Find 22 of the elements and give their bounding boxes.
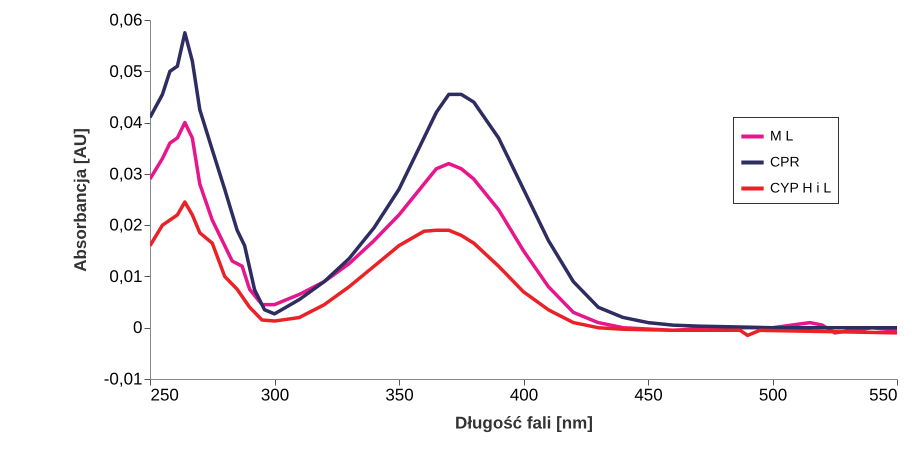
y-tick-label: 0,01 [109,266,142,286]
y-axis-title: Absorbancja [AU] [70,128,90,272]
x-axis-title: Długość fali [nm] [455,414,593,432]
x-tick-label: 450 [634,386,663,404]
y-tick-label: 0,02 [109,216,142,235]
x-tick-label: 300 [260,386,290,404]
line-series [150,200,897,338]
y-tick-label: 0,04 [109,113,142,132]
x-tick-label: 400 [510,386,538,404]
legend-label: CPR [770,154,800,170]
legend-label: CYP H i L [770,180,832,196]
y-tick-label: 0,06 [109,10,142,30]
y-tick-label: 0 [133,318,142,338]
y-tick-label: -0,01 [104,370,142,388]
y-tick-label: 0,03 [109,164,142,184]
y-tick-label: 0,05 [109,62,142,81]
line-series [150,31,897,330]
x-tick-label: 350 [385,386,414,404]
x-tick-label: 250 [150,386,179,404]
x-tick-label: 550 [869,386,898,404]
x-tick-label: 500 [758,386,788,404]
legend-label: M L [770,128,794,144]
